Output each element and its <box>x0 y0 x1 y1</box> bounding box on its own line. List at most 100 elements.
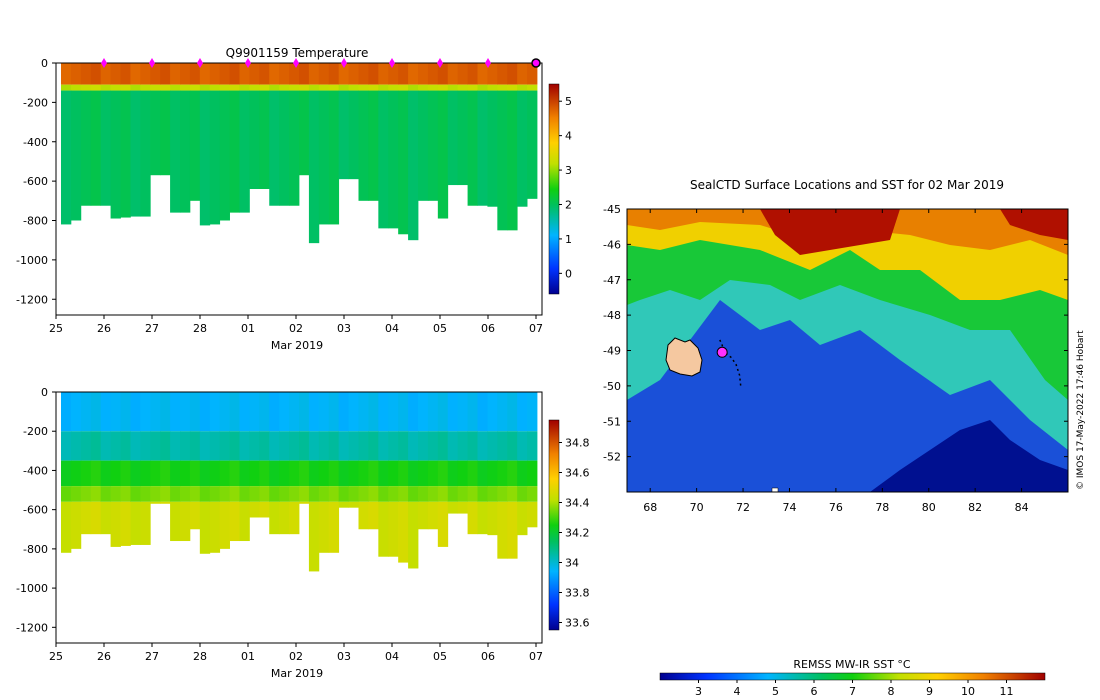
y-tick-label: 0 <box>41 386 48 399</box>
profile-cell <box>368 501 379 530</box>
sst-colorbar <box>659 672 1046 681</box>
x-tick-label: 05 <box>433 322 447 335</box>
profile-cell <box>130 90 141 217</box>
map-y-tick-label: -50 <box>603 380 621 393</box>
profile-cell <box>189 486 201 502</box>
temperature-colorbar <box>548 83 560 295</box>
profile-cell <box>130 501 141 545</box>
profile-cell <box>199 431 211 461</box>
profile-cell <box>199 460 211 487</box>
salinity-xlabel: Mar 2019 <box>271 667 323 680</box>
profile-cell <box>388 392 399 432</box>
profile-cell <box>348 63 359 85</box>
profile-cell <box>120 486 131 502</box>
profile-cell <box>388 501 399 557</box>
profile-cell <box>160 392 171 432</box>
profile-cell <box>368 392 379 432</box>
profile-cell <box>467 392 478 432</box>
profile-cell <box>120 501 131 546</box>
profile-cell <box>338 63 349 85</box>
profile-cell <box>348 84 359 91</box>
sst-cold-pool <box>870 420 1068 492</box>
map-x-tick-label: 68 <box>643 501 657 514</box>
profile-cell <box>437 486 449 502</box>
x-tick-label: 04 <box>385 322 399 335</box>
sst-colorbar-tick-label: 4 <box>734 685 741 698</box>
map-x-tick-label: 74 <box>782 501 796 514</box>
profile-cell <box>90 460 102 487</box>
profile-cell <box>368 460 379 487</box>
sst-colorbar-ticks: 3 4 5 6 7 8 9 10 11 <box>695 680 1014 698</box>
profile-cell <box>229 63 240 85</box>
profile-cell <box>130 63 141 85</box>
profile-cell <box>189 63 201 85</box>
profile-cell <box>150 392 161 432</box>
profile-cell <box>249 392 260 432</box>
profile-cell <box>259 392 270 432</box>
profile-cell <box>130 392 141 432</box>
profile-cell <box>497 63 508 85</box>
profile-cell <box>447 392 459 432</box>
profile-cell <box>100 90 111 206</box>
profile-cell <box>358 90 369 201</box>
profile-cell <box>427 460 439 487</box>
colorbar-tick-label: 33.8 <box>565 587 590 600</box>
profile-cell <box>170 431 181 461</box>
profile-cell <box>437 392 449 432</box>
temperature-xlabel: Mar 2019 <box>271 339 323 352</box>
profile-cell <box>199 501 211 554</box>
profile-cell <box>507 501 518 559</box>
profile-cell <box>447 460 459 487</box>
map-x-axis: 68 70 72 74 76 78 80 82 84 <box>643 209 1029 514</box>
x-tick-label: 26 <box>97 322 111 335</box>
profile-cell <box>259 486 270 502</box>
profile-cell <box>338 90 349 180</box>
profile-cell <box>517 431 528 461</box>
profile-cell <box>70 392 82 432</box>
surface-marker <box>245 58 251 68</box>
profile-cell <box>249 431 260 461</box>
colorbar-tick-label: 4 <box>565 130 572 143</box>
profile-cell <box>239 460 250 487</box>
y-tick-label: -600 <box>23 175 48 188</box>
y-tick-label: -1000 <box>16 582 48 595</box>
profile-cell <box>398 486 409 502</box>
profile-cell <box>110 90 121 219</box>
profile-cell <box>219 460 230 487</box>
x-tick-label: 01 <box>241 650 255 663</box>
colorbar-tick-label: 34.2 <box>565 527 590 540</box>
profile-cell <box>61 431 72 461</box>
profile-cell <box>418 460 429 487</box>
profile-cell <box>249 90 260 189</box>
profile-cell <box>338 392 349 432</box>
profile-cell <box>358 501 369 530</box>
profile-cell <box>80 501 92 535</box>
profile-cell <box>120 431 131 461</box>
surface-marker <box>197 58 203 68</box>
seal-current-position <box>716 346 728 358</box>
profile-cell <box>150 501 161 504</box>
salinity-cells <box>61 392 538 572</box>
profile-cell <box>368 486 379 502</box>
y-tick-label: 0 <box>41 57 48 70</box>
profile-cell <box>61 460 72 487</box>
profile-cell <box>358 460 369 487</box>
salinity-panel: 0 -200 -400 -600 -800 -1000 -1200 25 26 27 28 01 02… <box>16 386 589 680</box>
profile-cell <box>408 63 419 85</box>
profile-cell <box>358 486 369 502</box>
x-tick-label: 07 <box>529 650 543 663</box>
profile-cell <box>497 501 508 559</box>
map-x-tick-label: 78 <box>875 501 889 514</box>
profile-cell <box>467 460 478 487</box>
profile-cell <box>467 501 478 535</box>
profile-cell <box>318 63 330 85</box>
salinity-colorbar-ticks: 33.6 33.8 34 34.2 34.4 34.6 34.8 <box>559 437 590 630</box>
profile-cell <box>398 90 409 235</box>
profile-cell <box>199 486 211 502</box>
profile-cell <box>180 486 191 502</box>
profile-cell <box>398 501 409 563</box>
profile-cell <box>378 486 389 502</box>
profile-cell <box>457 392 468 432</box>
x-tick-label: 03 <box>337 322 351 335</box>
profile-cell <box>318 84 330 91</box>
